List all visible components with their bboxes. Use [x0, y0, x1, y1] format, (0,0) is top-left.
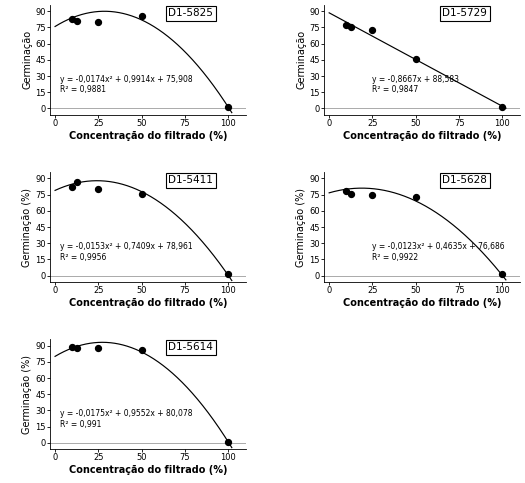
Point — [342, 187, 351, 195]
X-axis label: Concentração do filtrado (%): Concentração do filtrado (%) — [69, 465, 227, 475]
Point — [72, 344, 81, 352]
Text: y = -0,0175x² + 0,9552x + 80,078
R² = 0,991: y = -0,0175x² + 0,9552x + 80,078 R² = 0,… — [60, 409, 193, 429]
Point — [138, 190, 146, 198]
Text: y = -0,0174x² + 0,9914x + 75,908
R² = 0,9881: y = -0,0174x² + 0,9914x + 75,908 R² = 0,… — [60, 75, 193, 94]
Text: D1-5628: D1-5628 — [443, 175, 487, 185]
Y-axis label: Germinação: Germinação — [297, 30, 307, 89]
Y-axis label: Germinação (%): Germinação (%) — [22, 355, 33, 434]
Text: D1-5411: D1-5411 — [169, 175, 213, 185]
Point — [94, 18, 102, 26]
Point — [72, 17, 81, 25]
Point — [342, 21, 351, 29]
Text: y = -0,8667x + 88,583
R² = 0,9847: y = -0,8667x + 88,583 R² = 0,9847 — [372, 75, 459, 94]
X-axis label: Concentração do filtrado (%): Concentração do filtrado (%) — [69, 131, 227, 141]
Point — [72, 178, 81, 185]
Text: y = -0,0123x² + 0,4635x + 76,686
R² = 0,9922: y = -0,0123x² + 0,4635x + 76,686 R² = 0,… — [372, 242, 505, 261]
X-axis label: Concentração do filtrado (%): Concentração do filtrado (%) — [69, 298, 227, 308]
Text: D1-5825: D1-5825 — [169, 8, 213, 18]
Text: D1-5729: D1-5729 — [443, 8, 487, 18]
Y-axis label: Germinação (%): Germinação (%) — [22, 187, 33, 267]
Point — [68, 183, 77, 191]
Point — [68, 343, 77, 351]
Point — [224, 438, 233, 445]
Point — [346, 190, 355, 198]
Point — [346, 24, 355, 31]
X-axis label: Concentração do filtrado (%): Concentração do filtrado (%) — [343, 131, 501, 141]
Point — [94, 344, 102, 352]
Y-axis label: Germinação: Germinação — [22, 30, 33, 89]
Point — [94, 185, 102, 193]
Point — [224, 270, 233, 278]
X-axis label: Concentração do filtrado (%): Concentração do filtrado (%) — [343, 298, 501, 308]
Point — [498, 270, 507, 278]
Point — [498, 103, 507, 111]
Point — [368, 26, 376, 33]
Point — [412, 55, 420, 63]
Text: y = -0,0153x² + 0,7409x + 78,961
R² = 0,9956: y = -0,0153x² + 0,7409x + 78,961 R² = 0,… — [60, 242, 193, 261]
Point — [368, 191, 376, 199]
Point — [68, 15, 77, 23]
Text: D1-5614: D1-5614 — [169, 342, 213, 353]
Point — [138, 12, 146, 19]
Y-axis label: Germinação (%): Germinação (%) — [297, 187, 307, 267]
Point — [224, 103, 233, 111]
Point — [138, 346, 146, 354]
Point — [412, 193, 420, 200]
